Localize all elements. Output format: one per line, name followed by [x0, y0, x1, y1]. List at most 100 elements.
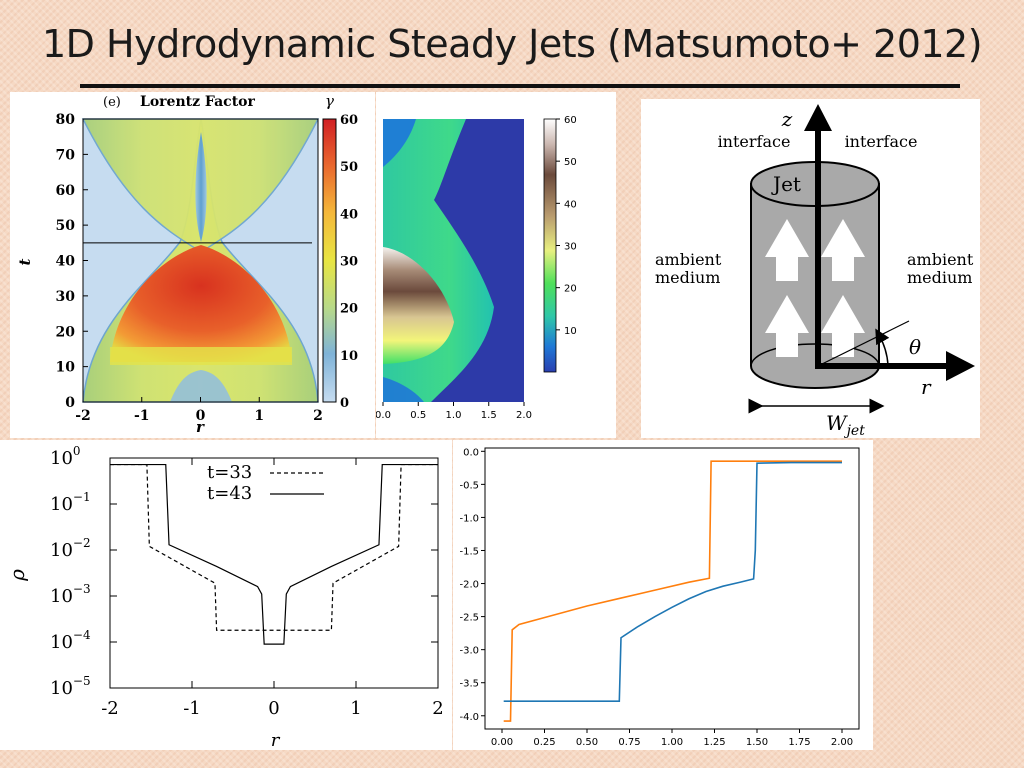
upper-jet-tip [383, 119, 416, 167]
x-tick-label: -2 [75, 408, 91, 424]
x-tick-label: 0 [268, 698, 279, 719]
theta-ray [817, 320, 910, 367]
ambient-right-line1: ambient [907, 250, 974, 269]
y-tick-label: -2.0 [459, 580, 479, 591]
y-axis-label: t [16, 258, 34, 265]
y-tick-exponent: −4 [73, 628, 91, 642]
lorentz-heatmap: (e) Lorentz Factor γ -2 -1 0 1 2 0 10 20 30 40 50… [16, 92, 358, 436]
y-tick-label: 10−5 [50, 674, 91, 699]
y-tick-label: 10−1 [50, 490, 91, 515]
colorbar [543, 118, 557, 373]
y-tick-base: 10 [50, 678, 73, 699]
ambient-right-line2: medium [907, 268, 972, 287]
r-arrow-head-icon [946, 351, 975, 381]
y-tick-label: -4.0 [459, 712, 479, 723]
r-label: r [921, 375, 932, 399]
colorbar-tick-label: 30 [340, 255, 358, 270]
series-line-t=43 [110, 463, 438, 645]
colorbar-tick-label: 20 [564, 284, 577, 295]
flow-arrow-icon [821, 295, 865, 357]
y-tick-exponent: −1 [73, 490, 91, 504]
half-heatmap: 0.0 0.5 1.0 1.5 2.0 10 20 30 40 50 60 [376, 115, 577, 421]
y-tick-label: 50 [56, 218, 76, 234]
y-tick-base: 10 [50, 448, 73, 469]
y-tick-base: 10 [50, 494, 73, 515]
legend-label: t=33 [207, 462, 252, 483]
x-tick-label: 2.00 [831, 737, 853, 748]
y-tick-base: 10 [50, 540, 73, 561]
y-tick-base: 10 [50, 586, 73, 607]
colorbar-tick-label: 0 [340, 396, 349, 411]
axis-stream [195, 132, 207, 242]
jet-label: Jet [771, 172, 801, 196]
y-tick-label: 30 [56, 289, 76, 305]
series-line-0 [503, 460, 842, 722]
width-label-sub: jet [844, 423, 866, 438]
x-tick-label: 2.0 [516, 410, 532, 421]
x-tick-label: 0.50 [576, 737, 598, 748]
jet-schematic-panel: z r θ interface interface Jet ambient me… [641, 99, 980, 438]
x-tick-label: -1 [134, 408, 150, 424]
y-tick-label: 10−3 [50, 582, 91, 607]
z-arrow-head-icon [804, 104, 832, 131]
y-tick-label: -2.5 [459, 613, 479, 624]
x-tick-label: 1.75 [788, 737, 810, 748]
width-label-main: W [826, 411, 848, 435]
x-tick-label: 1 [350, 698, 361, 719]
y-tick-label: 100 [50, 444, 81, 469]
panel-heading: Lorentz Factor [140, 94, 256, 110]
ambient-left-line2: medium [655, 268, 720, 287]
ambient-left-line1: ambient [655, 250, 722, 269]
interface-right-label: interface [845, 132, 918, 151]
y-tick-label: -3.0 [459, 646, 479, 657]
colorbar-ticks: 0 10 20 30 40 50 60 [340, 113, 358, 411]
core-bottom-band [110, 347, 292, 365]
colorbar-tick-label: 50 [564, 157, 577, 168]
z-label: z [781, 107, 793, 131]
series-lines [503, 460, 842, 722]
flow-arrow-icon [821, 219, 865, 281]
plot-frame [484, 447, 860, 730]
jet-core [383, 247, 454, 364]
y-tick-label: 10 [56, 360, 76, 376]
colorbar-tick-label: 10 [340, 349, 358, 364]
legend-label: t=43 [207, 483, 252, 504]
x-axis-ticks: -2 -1 0 1 2 [75, 397, 323, 424]
flow-arrows [765, 219, 865, 357]
y-tick-label: 10−2 [50, 536, 91, 561]
theta-label: θ [909, 335, 921, 359]
x-axis-label: r [271, 730, 281, 750]
x-tick-label: 0.75 [618, 737, 640, 748]
y-tick-label: -1.5 [459, 546, 479, 557]
y-tick-label: 20 [56, 324, 76, 340]
x-tick-label: 0.00 [491, 737, 513, 748]
y-tick-label: 40 [56, 254, 76, 270]
series-line-1 [503, 461, 842, 703]
y-tick-exponent: −5 [73, 674, 91, 688]
lorentz-heatmap-panel: (e) Lorentz Factor γ -2 -1 0 1 2 0 10 20 30 40 50… [10, 92, 375, 438]
x-tick-label: 1 [254, 408, 264, 424]
axis-ticks: 0.00 0.25 0.50 0.75 1.00 1.25 1.50 1.75 2.00 0.0 -… [459, 447, 853, 748]
series-lines [110, 463, 438, 645]
y-tick-exponent: −3 [73, 582, 91, 596]
colorbar-symbol: γ [325, 92, 334, 110]
y-tick-base: 10 [50, 632, 73, 653]
x-tick-label: 0.0 [376, 410, 391, 421]
y-axis-label: ρ [5, 569, 29, 582]
x-tick-label: -2 [101, 698, 119, 719]
log-profile-panel: 0.00 0.25 0.50 0.75 1.00 1.25 1.50 1.75 2.00 0.0 -… [453, 440, 873, 750]
y-tick-label: 60 [56, 183, 76, 199]
flow-arrow-icon [765, 295, 809, 357]
title-underline [80, 84, 960, 88]
theta-arc [875, 328, 890, 366]
y-axis-ticks: 0 10 20 30 40 50 60 70 80 [56, 112, 88, 411]
width-label: Wjet [826, 411, 865, 438]
log-profile-chart: 0.00 0.25 0.50 0.75 1.00 1.25 1.50 1.75 2.00 0.0 -… [459, 447, 860, 748]
x-tick-label: 0.25 [533, 737, 555, 748]
series-line-t=33 [110, 463, 438, 631]
interface-left-label: interface [718, 132, 791, 151]
half-heatmap-panel: 0.0 0.5 1.0 1.5 2.0 10 20 30 40 50 60 [376, 92, 616, 438]
colorbar-tick-label: 60 [340, 113, 358, 128]
x-tick-label: 1.25 [703, 737, 725, 748]
nozzle-region [170, 370, 232, 402]
